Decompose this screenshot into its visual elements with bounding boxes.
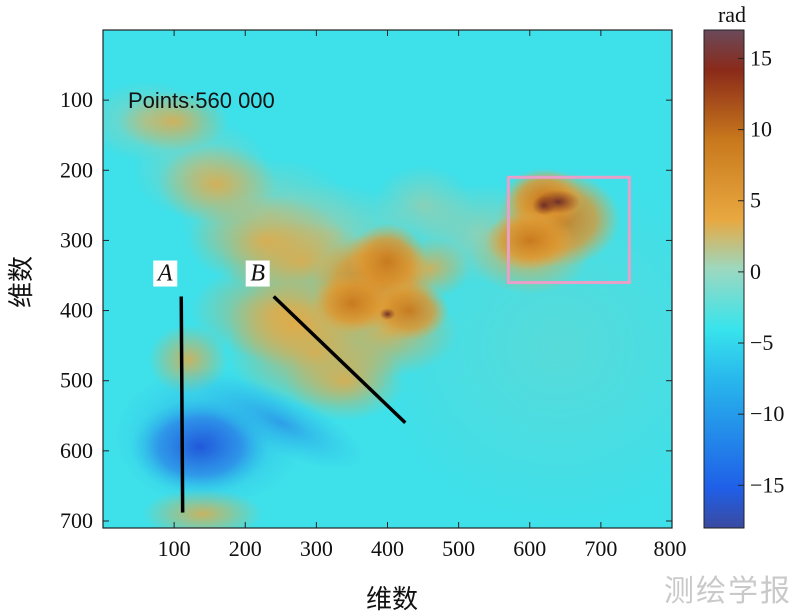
y-tick-label: 200	[60, 157, 93, 182]
y-tick-label: 600	[60, 438, 93, 463]
points-annotation: Points:560 000	[128, 88, 275, 113]
colorbar-tick-label: 15	[750, 45, 772, 70]
subsidence-streak	[198, 376, 364, 470]
x-axis-title: 维数	[366, 585, 418, 615]
profile-label-bg-A	[153, 260, 178, 287]
uplift-core	[484, 210, 575, 271]
colorbar-tick-label: −5	[750, 330, 773, 355]
y-axis-title: 维数	[7, 256, 37, 308]
colorbar-unit: rad	[718, 2, 746, 27]
x-tick-label: 600	[513, 536, 546, 561]
uplift-peak	[531, 195, 556, 216]
uplift-core	[311, 273, 392, 334]
x-tick-label: 100	[158, 536, 191, 561]
uplift-diffuse	[119, 91, 230, 152]
y-axis: 100 200 300 400 500 600 700	[60, 87, 672, 533]
y-tick-label: 700	[60, 508, 93, 533]
profile-label-A: A	[156, 261, 173, 287]
colorbar-tick-label: 10	[750, 117, 772, 142]
colorbar-tick-label: −10	[750, 401, 784, 426]
colorbar: 15 10 5 0 −5 −10 −15	[703, 29, 784, 529]
colorbar-tick-label: −15	[750, 472, 784, 497]
profile-label-bg-B	[245, 260, 270, 287]
profile-line-A	[179, 296, 185, 513]
x-tick-label: 800	[654, 536, 687, 561]
y-tick-label: 100	[60, 87, 93, 112]
x-tick-label: 700	[584, 536, 617, 561]
highlight-box	[506, 175, 631, 285]
x-tick-label: 500	[442, 536, 475, 561]
x-tick-label: 400	[371, 536, 404, 561]
x-tick-label: 300	[300, 536, 333, 561]
x-tick-label: 200	[229, 536, 262, 561]
uplift-peak	[379, 308, 396, 321]
y-tick-label: 400	[60, 298, 93, 323]
y-tick-label: 300	[60, 227, 93, 252]
x-axis: 100 200 300 400 500 600 700 800	[158, 30, 687, 561]
profile-line-B	[272, 295, 407, 425]
colorbar-tick-label: 5	[750, 188, 761, 213]
colorbar-tick-label: 0	[750, 259, 761, 284]
colorbar-gradient	[703, 29, 745, 529]
y-tick-label: 500	[60, 368, 93, 393]
journal-watermark: 测绘学报	[664, 574, 792, 609]
profile-label-B: B	[250, 261, 265, 287]
